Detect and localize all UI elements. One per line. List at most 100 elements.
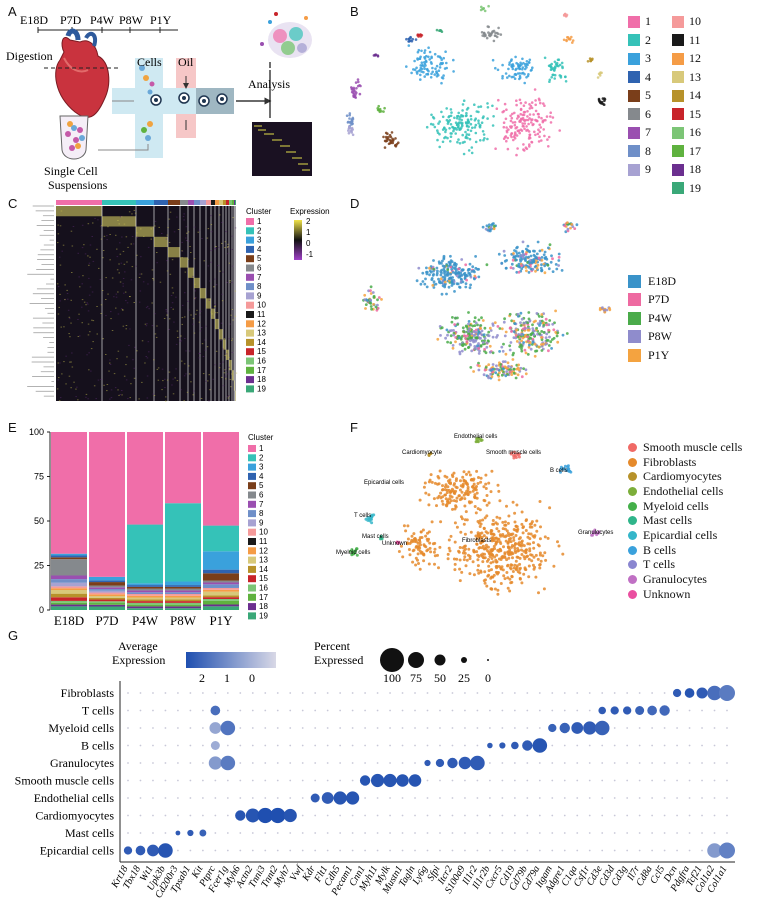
tsne-point xyxy=(466,337,470,341)
bar-segment xyxy=(89,594,125,597)
tsne-point xyxy=(439,334,442,337)
tsne-point xyxy=(482,133,486,136)
tsne-point xyxy=(503,254,507,257)
background-dot xyxy=(289,832,292,834)
heatmap-speckle xyxy=(188,309,190,311)
tsne-point xyxy=(455,128,458,131)
tsne-point xyxy=(560,269,564,272)
heatmap-speckle xyxy=(227,246,229,248)
background-dot xyxy=(226,709,229,712)
heatmap-speckle xyxy=(71,366,74,368)
tsne-point xyxy=(510,63,514,67)
background-dot xyxy=(301,832,304,834)
tsne-point xyxy=(461,114,465,118)
tsne-point xyxy=(495,367,499,371)
heatmap-speckle xyxy=(208,374,210,376)
background-dot xyxy=(688,779,691,782)
heatmap-speckle xyxy=(118,394,120,396)
legend-swatch xyxy=(672,15,684,28)
heatmap-speckle xyxy=(150,238,152,240)
background-dot xyxy=(164,744,167,747)
heatmap-speckle xyxy=(81,299,84,301)
legend-label: 6 xyxy=(259,491,264,500)
background-dot xyxy=(301,849,304,852)
tsne-point xyxy=(432,280,436,284)
background-dot xyxy=(701,832,703,834)
heatmap-speckle xyxy=(91,319,93,321)
tsne-point xyxy=(463,497,467,501)
tsne-point xyxy=(514,524,518,528)
tsne-point xyxy=(463,532,467,536)
heatmap-speckle xyxy=(57,362,59,364)
tsne-point xyxy=(548,506,552,510)
tsne-point xyxy=(486,137,489,141)
tsne-point xyxy=(537,128,540,131)
size-legend-dot xyxy=(461,657,467,663)
background-dot xyxy=(701,814,703,817)
background-dot xyxy=(351,849,354,852)
background-dot xyxy=(301,744,304,747)
bar-segment xyxy=(89,603,125,605)
tsne-point xyxy=(439,29,442,32)
tsne-point xyxy=(445,328,449,332)
heatmap-speckle xyxy=(136,350,138,352)
legend-label: E18D xyxy=(648,273,676,288)
expression-dot xyxy=(696,687,708,699)
tsne-point xyxy=(527,564,531,568)
tsne-point xyxy=(517,270,521,274)
tsne-point xyxy=(518,131,521,135)
tsne-point xyxy=(506,531,510,535)
tsne-point xyxy=(530,140,533,144)
tsne-point xyxy=(483,368,487,372)
expression-dot xyxy=(370,773,385,788)
map-label-tcells: T cells xyxy=(354,513,371,519)
bar-segment xyxy=(127,583,163,586)
expression-dot xyxy=(321,792,334,804)
background-dot xyxy=(476,709,479,712)
heatmap-speckle xyxy=(65,355,67,357)
tsne-point xyxy=(436,553,439,557)
background-dot xyxy=(588,692,591,694)
tsne-point xyxy=(539,321,542,325)
legend-swatch xyxy=(248,519,256,527)
heatmap-block xyxy=(136,226,154,237)
background-dot xyxy=(588,779,591,782)
tsne-point xyxy=(527,317,531,321)
tsne-point xyxy=(474,140,478,144)
tsne-point xyxy=(453,261,457,265)
heatmap-speckle xyxy=(90,370,92,372)
tsne-point xyxy=(520,522,524,526)
tsne-point xyxy=(565,332,569,335)
legend-title: Cluster xyxy=(248,433,274,442)
heatmap-speckle xyxy=(65,383,67,385)
bar-segment xyxy=(165,588,201,591)
tsne-point xyxy=(507,514,511,518)
heatmap-speckle xyxy=(193,258,196,260)
background-dot xyxy=(127,779,129,782)
tsne-point xyxy=(522,125,525,128)
background-dot xyxy=(414,692,416,694)
tsne-point xyxy=(351,117,355,121)
bar-segment xyxy=(203,580,239,583)
tsne-point xyxy=(442,74,445,77)
heatmap-speckle xyxy=(172,308,174,310)
tsne-point xyxy=(510,75,514,79)
background-dot xyxy=(351,762,354,764)
heatmap-speckle xyxy=(170,307,172,308)
background-dot xyxy=(177,709,179,712)
tsne-point xyxy=(420,67,424,71)
tsne-point xyxy=(412,548,416,552)
tsne-point xyxy=(374,305,378,309)
tsne-point xyxy=(475,469,479,473)
tsne-point xyxy=(506,361,510,365)
x-tick-label: P4W xyxy=(132,613,159,628)
size-legend-tick: 100 xyxy=(383,671,401,685)
tsne-point xyxy=(540,319,544,323)
legend-swatch xyxy=(672,126,684,139)
background-dot xyxy=(152,797,154,799)
heatmap-speckle xyxy=(105,277,107,279)
heatmap-speckle xyxy=(96,248,98,250)
tsne-point xyxy=(469,336,473,340)
background-dot xyxy=(177,762,179,764)
background-dot xyxy=(563,814,566,817)
